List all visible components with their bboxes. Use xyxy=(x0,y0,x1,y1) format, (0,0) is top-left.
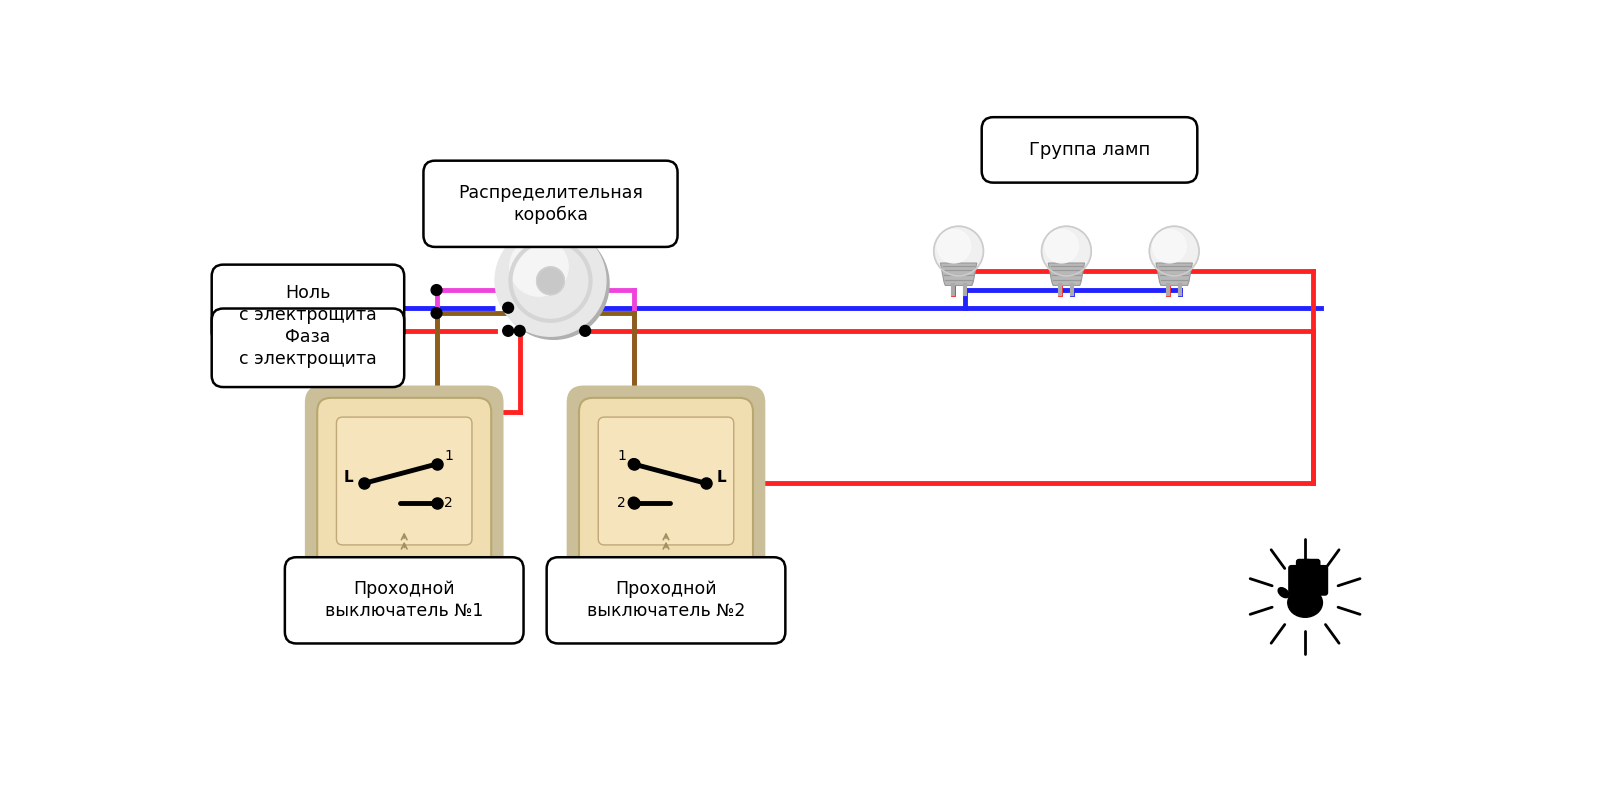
Circle shape xyxy=(494,226,606,336)
Text: 1: 1 xyxy=(445,450,453,463)
Circle shape xyxy=(1042,226,1091,276)
Polygon shape xyxy=(1157,263,1192,286)
Circle shape xyxy=(502,302,514,313)
Text: 1: 1 xyxy=(618,450,626,463)
Text: Ноль
с электрощита: Ноль с электрощита xyxy=(238,284,378,324)
Circle shape xyxy=(938,230,971,263)
FancyBboxPatch shape xyxy=(336,417,472,545)
Text: 2: 2 xyxy=(445,495,453,510)
Circle shape xyxy=(934,226,984,276)
FancyBboxPatch shape xyxy=(579,398,754,579)
Circle shape xyxy=(629,497,638,508)
Circle shape xyxy=(502,326,514,336)
FancyBboxPatch shape xyxy=(424,161,677,247)
FancyBboxPatch shape xyxy=(1312,565,1328,596)
Circle shape xyxy=(1150,227,1198,275)
FancyBboxPatch shape xyxy=(1306,558,1320,596)
Circle shape xyxy=(1043,227,1090,275)
Circle shape xyxy=(1149,226,1198,276)
Circle shape xyxy=(430,308,442,318)
Circle shape xyxy=(514,326,525,336)
Circle shape xyxy=(536,267,565,294)
Circle shape xyxy=(498,229,610,339)
FancyBboxPatch shape xyxy=(982,117,1197,182)
Circle shape xyxy=(510,238,568,296)
FancyBboxPatch shape xyxy=(598,417,734,545)
Ellipse shape xyxy=(1277,587,1290,598)
Text: Проходной
выключатель №1: Проходной выключатель №1 xyxy=(325,580,483,621)
FancyBboxPatch shape xyxy=(566,386,765,592)
FancyBboxPatch shape xyxy=(211,309,405,387)
Circle shape xyxy=(579,326,590,336)
FancyBboxPatch shape xyxy=(285,558,523,643)
FancyBboxPatch shape xyxy=(547,558,786,643)
Text: Фаза
с электрощита: Фаза с электрощита xyxy=(238,328,378,368)
Text: Группа ламп: Группа ламп xyxy=(1029,141,1150,159)
FancyBboxPatch shape xyxy=(1296,558,1312,596)
Circle shape xyxy=(430,285,442,295)
Polygon shape xyxy=(1048,263,1085,286)
Ellipse shape xyxy=(1288,588,1323,618)
Circle shape xyxy=(1045,230,1078,263)
Circle shape xyxy=(629,458,638,470)
Text: Проходной
выключатель №2: Проходной выключатель №2 xyxy=(587,580,746,621)
Text: 2: 2 xyxy=(618,495,626,510)
Text: L: L xyxy=(717,470,726,486)
FancyBboxPatch shape xyxy=(1288,565,1304,596)
Circle shape xyxy=(1152,230,1186,263)
FancyBboxPatch shape xyxy=(317,398,491,579)
Polygon shape xyxy=(941,263,976,286)
Text: Распределительная
коробка: Распределительная коробка xyxy=(458,183,643,224)
FancyBboxPatch shape xyxy=(306,386,504,592)
Text: L: L xyxy=(344,470,354,486)
FancyBboxPatch shape xyxy=(211,265,405,343)
Circle shape xyxy=(934,227,982,275)
